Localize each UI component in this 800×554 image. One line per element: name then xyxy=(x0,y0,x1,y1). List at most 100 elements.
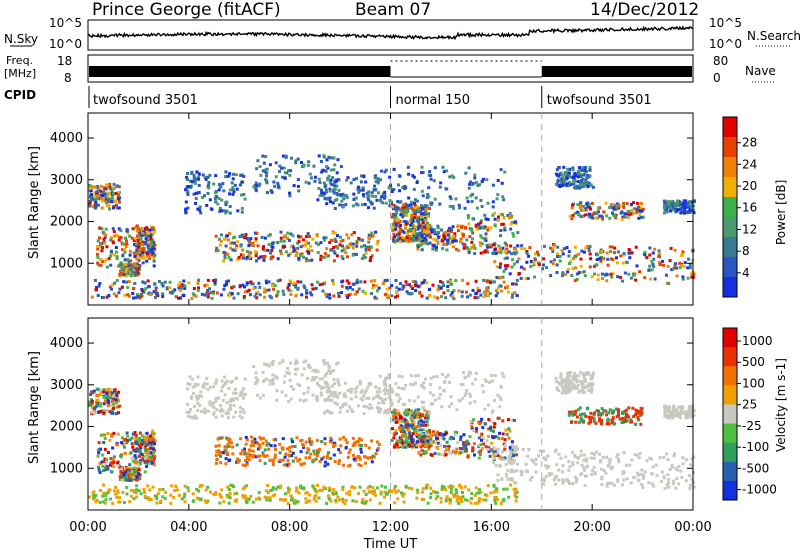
velocity-cell xyxy=(111,397,115,401)
velocity-cell xyxy=(670,464,674,467)
velocity-cell xyxy=(645,459,649,463)
power-cell xyxy=(452,206,455,210)
velocity-cell xyxy=(456,450,460,454)
power-cell xyxy=(291,234,295,238)
velocity-cell xyxy=(299,450,303,454)
power-cell xyxy=(129,259,133,263)
power-cell xyxy=(336,234,339,238)
power-cell xyxy=(294,283,298,287)
power-cell xyxy=(279,236,283,240)
power-cell xyxy=(340,280,344,284)
velocity-cell xyxy=(403,418,407,422)
velocity-cell xyxy=(224,462,228,466)
velocity-cell xyxy=(377,401,380,405)
power-cell xyxy=(503,226,507,230)
power-cell xyxy=(579,264,583,268)
velocity-cell xyxy=(582,466,586,470)
velocity-cell xyxy=(351,436,355,440)
velocity-cell xyxy=(585,371,589,375)
power-cell xyxy=(260,235,264,239)
power-cell xyxy=(161,295,165,298)
velocity-cell xyxy=(275,398,279,402)
velocity-cell xyxy=(128,438,132,442)
velocity-cell xyxy=(440,436,444,440)
power-cell xyxy=(566,270,570,274)
power-cell xyxy=(496,179,500,182)
power-cell xyxy=(579,173,583,177)
velocity-cell xyxy=(406,422,410,426)
velocity-cell xyxy=(344,445,348,449)
velocity-cell xyxy=(530,458,534,462)
power-cell xyxy=(214,234,218,238)
power-cell xyxy=(299,280,303,284)
power-cell xyxy=(630,202,633,206)
power-cell xyxy=(224,203,228,207)
power-cell xyxy=(383,190,387,194)
power-cell xyxy=(244,233,248,237)
velocity-cell xyxy=(422,420,426,424)
velocity-cell xyxy=(254,371,258,375)
power-cell xyxy=(255,184,259,188)
power-cell xyxy=(367,233,371,237)
velocity-cell xyxy=(405,408,409,412)
power-cell xyxy=(193,181,197,185)
velocity-cell xyxy=(532,460,535,464)
power-cell xyxy=(413,284,417,287)
power-cell xyxy=(584,246,588,250)
power-cell xyxy=(208,173,212,177)
power-cell xyxy=(529,260,533,263)
power-cell xyxy=(404,226,408,230)
power-cell xyxy=(263,295,266,299)
power-cell xyxy=(684,199,688,203)
power-cell xyxy=(236,209,240,213)
velocity-cell xyxy=(112,394,116,398)
power-cell xyxy=(675,209,679,213)
power-cell xyxy=(265,281,268,285)
power-cell xyxy=(141,251,145,255)
power-cell xyxy=(108,182,112,186)
power-cell xyxy=(109,187,113,191)
power-cell xyxy=(522,267,526,271)
velocity-cell xyxy=(402,425,406,429)
power-cell xyxy=(284,250,288,254)
power-cell xyxy=(249,293,252,297)
velocity-cell xyxy=(338,406,342,410)
velocity-cell xyxy=(102,441,106,444)
velocity-cell xyxy=(421,428,425,432)
velocity-cell xyxy=(400,375,404,379)
power-cell xyxy=(337,294,341,298)
velocity-cell xyxy=(227,440,231,444)
velocity-cell xyxy=(636,409,640,413)
power-cell xyxy=(249,280,253,284)
velocity-cell xyxy=(411,424,415,427)
velocity-cell xyxy=(361,394,365,398)
power-cell xyxy=(394,213,398,217)
power-cell xyxy=(251,243,255,247)
power-cell xyxy=(376,239,380,243)
power-cell xyxy=(351,246,355,250)
velocity-cell xyxy=(285,371,289,375)
velocity-cell xyxy=(150,431,154,435)
power-cell xyxy=(333,198,337,202)
velocity-cell xyxy=(390,438,394,442)
power-cell xyxy=(418,224,422,228)
velocity-cell xyxy=(491,449,495,453)
power-cell xyxy=(562,165,566,169)
power-cell xyxy=(557,166,561,169)
velocity-cell xyxy=(310,440,314,444)
power-cell xyxy=(507,250,511,254)
velocity-cell xyxy=(293,368,297,371)
power-cell xyxy=(375,242,379,246)
power-cell xyxy=(245,281,249,285)
velocity-cell xyxy=(398,414,402,418)
power-cell xyxy=(473,296,477,299)
power-cell xyxy=(329,248,333,252)
power-cell xyxy=(492,243,496,247)
velocity-cell xyxy=(110,434,114,438)
velocity-cell xyxy=(433,441,437,445)
velocity-cell xyxy=(350,387,354,391)
power-cell xyxy=(93,206,97,210)
power-cell xyxy=(574,255,578,259)
velocity-cell xyxy=(320,440,324,444)
power-cell xyxy=(241,248,245,252)
